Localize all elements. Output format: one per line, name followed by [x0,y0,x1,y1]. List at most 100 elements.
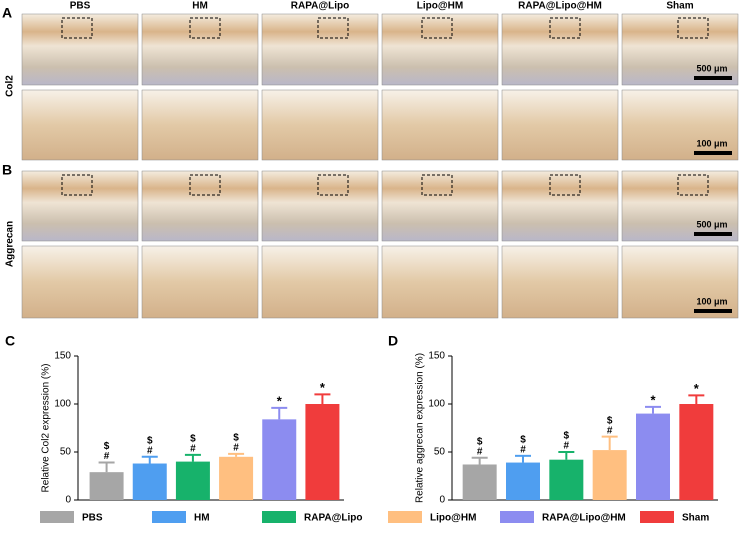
significance-marker: * [694,381,700,396]
zoom-box [421,17,453,39]
significance-marker: $ [477,436,483,447]
legend-label: RAPA@Lipo [304,513,362,524]
column-label: HM [192,1,208,12]
y-tick-label: 50 [60,447,72,458]
panel-label: D [388,333,398,349]
legend-label: Lipo@HM [430,513,476,524]
significance-marker: # [477,446,483,457]
bar [462,464,497,500]
scale-bar-label: 500 μm [696,219,727,229]
scale-bar [694,232,732,236]
significance-marker: # [233,443,239,454]
micrograph [21,245,139,319]
micrograph [621,13,739,86]
significance-marker: # [607,425,613,436]
y-tick-label: 0 [65,495,71,506]
bar [305,404,340,500]
bar [132,463,167,500]
legend-label: Sham [682,513,709,524]
significance-marker: $ [564,431,570,442]
bar [262,419,297,500]
micrograph [141,13,259,86]
scale-bar [694,76,732,80]
column-label: RAPA@Lipo@HM [518,1,602,12]
legend-swatch [262,511,296,523]
micrograph [261,170,379,242]
panel-label: B [2,162,12,178]
column-label: Lipo@HM [417,1,463,12]
micrograph [141,245,259,319]
y-tick-label: 100 [428,399,445,410]
micrograph [621,245,739,319]
panel-label: A [2,5,12,21]
micrograph [381,170,499,242]
zoom-box [677,174,709,196]
zoom-box [189,17,221,39]
y-axis-label: Relative aggrecan expression (%) [415,353,426,503]
significance-marker: # [104,451,110,462]
y-tick-label: 0 [439,495,445,506]
row-label: Col2 [5,75,16,97]
zoom-box [549,17,581,39]
scale-bar-label: 100 μm [696,296,727,306]
column-label: PBS [70,1,91,12]
significance-marker: $ [104,441,110,452]
bar [679,404,714,500]
zoom-box [61,174,93,196]
scale-bar-label: 100 μm [696,138,727,148]
bar [549,459,584,500]
significance-marker: # [190,444,196,455]
scale-bar [694,151,732,155]
row-label: Aggrecan [5,221,16,267]
bar [636,413,670,500]
zoom-box [677,17,709,39]
scale-bar-label: 500 μm [696,63,727,73]
zoom-box [549,174,581,196]
micrograph [21,170,139,242]
zoom-box [317,17,349,39]
micrograph [21,89,139,161]
micrograph [501,170,619,242]
zoom-box [317,174,349,196]
legend-swatch [152,511,186,523]
legend-swatch [40,511,74,523]
zoom-box [421,174,453,196]
significance-marker: $ [147,435,153,446]
significance-marker: # [147,445,153,456]
column-label: Sham [666,1,693,12]
y-tick-label: 150 [428,351,445,362]
column-label: RAPA@Lipo [291,1,349,12]
significance-marker: # [564,441,570,452]
micrograph [621,170,739,242]
micrograph [621,89,739,161]
micrograph [261,245,379,319]
micrograph [501,13,619,86]
micrograph [381,13,499,86]
bar [592,450,627,500]
micrograph [501,245,619,319]
micrograph [21,13,139,86]
micrograph [261,13,379,86]
zoom-box [189,174,221,196]
y-axis-label: Relative Col2 expression (%) [41,364,52,493]
micrograph [141,170,259,242]
significance-marker: * [650,392,656,407]
legend-label: PBS [82,513,103,524]
legend-swatch [388,511,422,523]
micrograph [381,89,499,161]
legend-swatch [500,511,534,523]
significance-marker: * [277,393,283,408]
significance-marker: * [320,380,326,395]
significance-marker: $ [607,415,613,426]
significance-marker: $ [520,434,526,445]
legend-label: RAPA@Lipo@HM [542,513,626,524]
y-tick-label: 100 [54,399,71,410]
micrograph [261,89,379,161]
bar [219,456,254,500]
bar [175,461,210,500]
micrograph [501,89,619,161]
legend-label: HM [194,513,210,524]
significance-marker: $ [190,434,196,445]
legend-swatch [640,511,674,523]
